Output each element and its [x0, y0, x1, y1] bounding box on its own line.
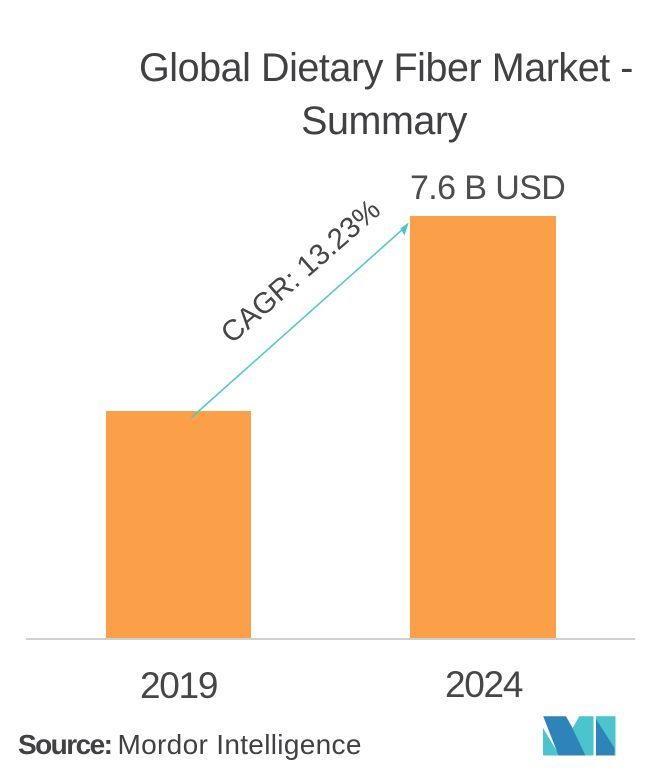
- svg-text:CAGR: 13.23%: CAGR: 13.23%: [215, 193, 387, 350]
